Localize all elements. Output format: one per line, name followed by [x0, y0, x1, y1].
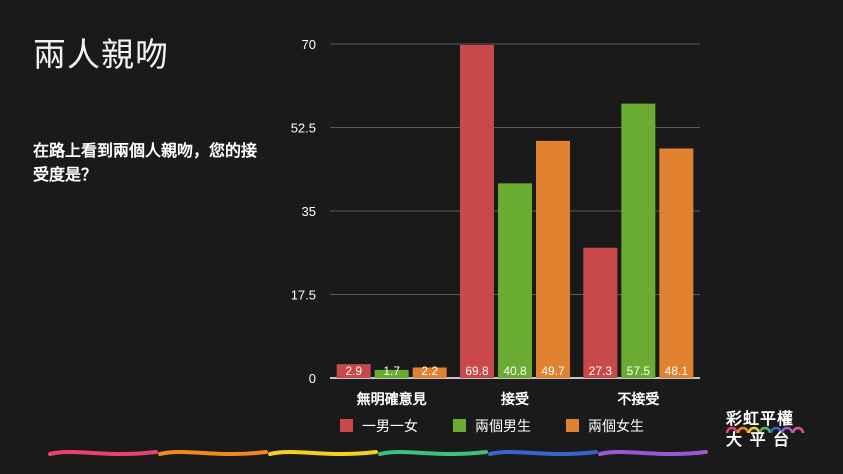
- bar: [583, 247, 618, 378]
- data-label: 49.7: [541, 364, 565, 378]
- bars: [336, 44, 694, 379]
- rainbow-segment: [158, 450, 268, 456]
- legend-swatch: [566, 419, 579, 432]
- y-tick-label: 17.5: [291, 288, 316, 303]
- rainbow-segment: [268, 450, 378, 456]
- rainbow-segment: [378, 450, 488, 456]
- data-label: 2.2: [421, 364, 438, 378]
- bar: [460, 44, 494, 378]
- data-label: 48.1: [665, 364, 689, 378]
- bar: [374, 369, 409, 378]
- legend: 一男一女 兩個男生 兩個女生: [340, 418, 644, 435]
- logo-arc: [780, 426, 794, 434]
- bar: [498, 183, 532, 378]
- data-label: 27.3: [589, 364, 613, 378]
- legend-label: 兩個男生: [475, 419, 531, 435]
- y-tick-label: 0: [309, 371, 316, 386]
- y-tick-label: 70: [302, 37, 316, 52]
- data-label: 1.7: [383, 364, 400, 378]
- rainbow-divider-line: [48, 450, 708, 456]
- slide-title: 兩人親吻: [33, 35, 169, 74]
- data-label: 40.8: [503, 364, 527, 378]
- bar: [336, 364, 371, 378]
- rainbow-segment: [598, 450, 708, 456]
- data-labels: 2.9 1.7 2.2 69.8 40.8 49.7 27.3 57.5 48.1: [345, 364, 688, 378]
- rainbow-segment: [488, 450, 598, 456]
- data-label: 69.8: [465, 364, 489, 378]
- y-axis-ticks: 0 17.5 35 52.5 70: [291, 37, 316, 386]
- data-label: 2.9: [345, 364, 362, 378]
- bar: [621, 103, 656, 379]
- rainbow-segment: [48, 450, 158, 456]
- logo-arc: [791, 426, 805, 434]
- bar: [412, 367, 447, 378]
- rainbow-arcs-icon: [726, 426, 805, 434]
- x-category-label: 無明確意見: [357, 391, 427, 408]
- x-category-label: 不接受: [617, 391, 659, 408]
- logo-arc: [726, 426, 739, 434]
- logo-arc: [747, 426, 761, 434]
- legend-swatch: [340, 419, 353, 432]
- data-label: 57.5: [627, 364, 651, 378]
- bar: [659, 148, 694, 378]
- logo-arc: [736, 426, 750, 434]
- x-category-label: 接受: [501, 391, 529, 408]
- bar: [536, 140, 570, 378]
- logo-arc: [769, 426, 783, 434]
- legend-label: 一男一女: [362, 418, 418, 435]
- y-tick-label: 35: [302, 204, 316, 219]
- x-axis-categories: 無明確意見 接受 不接受: [357, 391, 660, 408]
- legend-swatch: [453, 419, 466, 432]
- logo-arc: [758, 426, 772, 434]
- survey-question: 在路上看到兩個人親吻，您的接受度是？: [33, 141, 258, 184]
- legend-label: 兩個女生: [588, 418, 644, 435]
- brand-name: 彩虹平權 大 平 台: [726, 409, 795, 449]
- y-tick-label: 52.5: [291, 121, 316, 136]
